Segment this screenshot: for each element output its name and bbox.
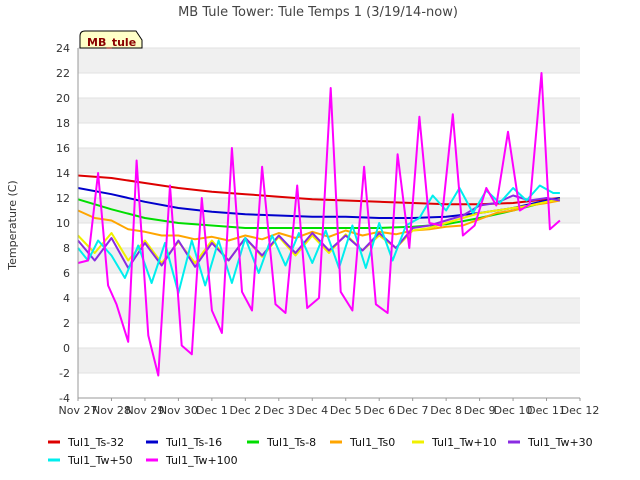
y-tick-label: 22: [56, 67, 70, 80]
plot-band: [78, 48, 580, 73]
plot-band: [78, 73, 580, 98]
y-tick-label: 12: [56, 192, 70, 205]
y-tick-label: 18: [56, 117, 70, 130]
y-tick-label: -2: [59, 367, 70, 380]
y-tick-label: 8: [63, 242, 70, 255]
legend-label: Tul1_Ts-32: [67, 436, 124, 449]
y-tick-label: 4: [63, 292, 70, 305]
legend-label: Tul1_Tw+100: [165, 454, 238, 467]
x-tick-label: Dec 3: [263, 404, 295, 417]
legend-label: Tul1_Ts0: [349, 436, 395, 449]
series-line-tul1-tw-100: [77, 72, 561, 377]
legend-label: Tul1_Ts-8: [266, 436, 316, 449]
plot-band: [78, 173, 580, 198]
y-tick-label: 0: [63, 342, 70, 355]
x-tick-label: Dec 1: [196, 404, 228, 417]
legend-label: Tul1_Tw+50: [67, 454, 133, 467]
legend-label: Tul1_Tw+10: [431, 436, 497, 449]
y-axis-label: Temperature (C): [6, 180, 19, 270]
series-line-tul1-ts0: [77, 199, 561, 242]
x-tick-label: Dec 9: [464, 404, 496, 417]
x-tick-label: Dec 10: [494, 404, 533, 417]
plot-band: [78, 348, 580, 373]
axes: [77, 48, 580, 399]
x-tick-label: Nov 29: [125, 404, 164, 417]
legend-label: Tul1_Tw+30: [527, 436, 593, 449]
x-tick-label: Dec 4: [296, 404, 328, 417]
badge-text: MB_tule: [87, 36, 136, 49]
plot-band: [78, 323, 580, 348]
plot-band: [78, 148, 580, 173]
x-tick-label: Dec 11: [527, 404, 566, 417]
y-tick-label: 2: [63, 317, 70, 330]
series-line-tul1-ts-8: [77, 198, 561, 229]
x-tick-label: Dec 5: [330, 404, 362, 417]
plot-band: [78, 273, 580, 298]
x-tick-label: Dec 12: [561, 404, 600, 417]
x-tick-label: Nov 27: [59, 404, 98, 417]
series-layer: [77, 72, 561, 377]
y-tick-label: 14: [56, 167, 70, 180]
legend: Tul1_Ts-32 Tul1_Ts-16 Tul1_Ts-8 Tul1_Ts0 Tul…: [48, 436, 593, 467]
x-tick-label: Dec 6: [363, 404, 395, 417]
y-tick-label: 10: [56, 217, 70, 230]
y-tick-label: 16: [56, 142, 70, 155]
x-tick-label: Dec 7: [397, 404, 429, 417]
x-tick-label: Nov 30: [159, 404, 198, 417]
y-tick-label: -4: [59, 392, 70, 405]
badge-box: [79, 30, 143, 49]
plot-band: [78, 298, 580, 323]
plot-band: [78, 373, 580, 398]
y-tick-label: 20: [56, 92, 70, 105]
chart-title: MB Tule Tower: Tule Temps 1 (3/19/14-now…: [178, 5, 458, 20]
x-tick-label: Nov 28: [92, 404, 131, 417]
y-tick-label: 24: [56, 42, 70, 55]
x-tick-label: Dec 2: [229, 404, 261, 417]
badge: MB_tule: [79, 30, 143, 49]
x-tick-label: Dec 8: [430, 404, 462, 417]
plot-band: [78, 223, 580, 248]
y-tick-label: 6: [63, 267, 70, 280]
legend-label: Tul1_Ts-16: [165, 436, 222, 449]
